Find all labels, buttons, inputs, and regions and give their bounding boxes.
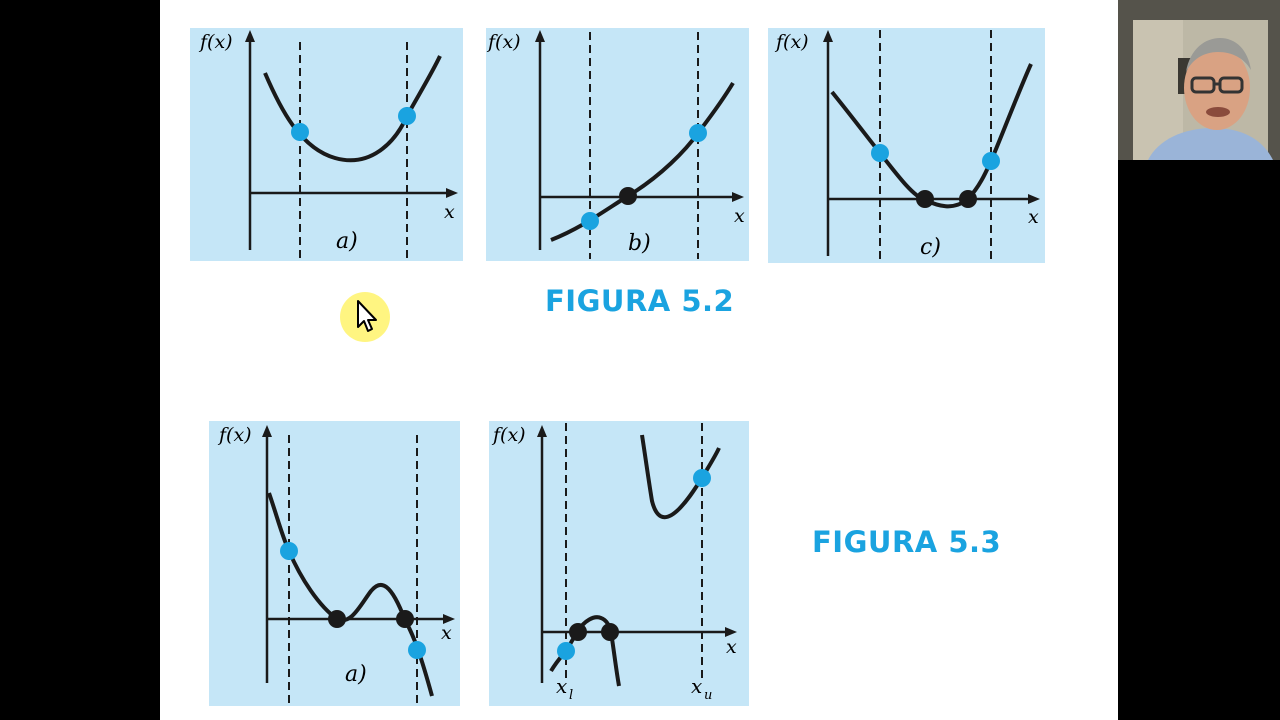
- root-point: [601, 623, 619, 641]
- bound-point: [408, 641, 426, 659]
- lower-bound-label: x: [556, 674, 567, 698]
- root-point: [569, 623, 587, 641]
- figure-5-2-panel-b: f(x) x b): [486, 28, 749, 261]
- bound-point: [871, 144, 889, 162]
- mouse-pointer-icon: [338, 290, 394, 346]
- panel-b-graph: f(x) x x l x u: [491, 423, 737, 703]
- x-axis-label: x: [444, 201, 455, 223]
- y-axis-label: f(x): [486, 31, 521, 53]
- bound-point: [982, 152, 1000, 170]
- lower-bound-subscript: l: [569, 688, 573, 703]
- upper-bound-subscript: u: [704, 688, 712, 703]
- panel-a-graph: f(x) x a): [217, 424, 455, 706]
- figure-5-3-panel-a: f(x) x a): [209, 421, 460, 706]
- sub-label: a): [336, 229, 358, 254]
- y-axis-label: f(x): [491, 424, 526, 446]
- y-axis-label: f(x): [774, 31, 809, 53]
- root-point: [959, 190, 977, 208]
- sub-label: c): [920, 235, 941, 260]
- root-point: [916, 190, 934, 208]
- sub-label: a): [345, 662, 367, 687]
- webcam-video: [1118, 0, 1280, 160]
- figure-5-3-title: FIGURA 5.3: [812, 525, 1002, 559]
- upper-bound-label: x: [691, 674, 702, 698]
- bound-point: [398, 107, 416, 125]
- x-axis-label: x: [1028, 206, 1039, 228]
- figure-5-3-panel-b: f(x) x x l x u: [489, 421, 749, 706]
- root-point: [328, 610, 346, 628]
- bound-point: [557, 642, 575, 660]
- x-axis-label: x: [726, 636, 737, 658]
- bound-point: [689, 124, 707, 142]
- presenter-image: [1118, 0, 1280, 160]
- x-axis-label: x: [441, 622, 452, 644]
- root-point: [619, 187, 637, 205]
- panel-a-graph: f(x) x a): [198, 30, 458, 259]
- sub-label: b): [628, 231, 651, 256]
- figure-5-2-panel-c: f(x) x c): [768, 28, 1045, 263]
- x-axis-label: x: [734, 205, 745, 227]
- panel-c-graph: f(x) x c): [774, 30, 1040, 261]
- panel-b-graph: f(x) x b): [486, 30, 745, 259]
- bound-point: [581, 212, 599, 230]
- bound-point: [693, 469, 711, 487]
- root-point: [396, 610, 414, 628]
- y-axis-label: f(x): [198, 31, 233, 53]
- bound-point: [291, 123, 309, 141]
- figure-5-2-title: FIGURA 5.2: [545, 284, 735, 318]
- y-axis-label: f(x): [217, 424, 252, 446]
- figure-5-2-panel-a: f(x) x a): [190, 28, 463, 261]
- bound-point: [280, 542, 298, 560]
